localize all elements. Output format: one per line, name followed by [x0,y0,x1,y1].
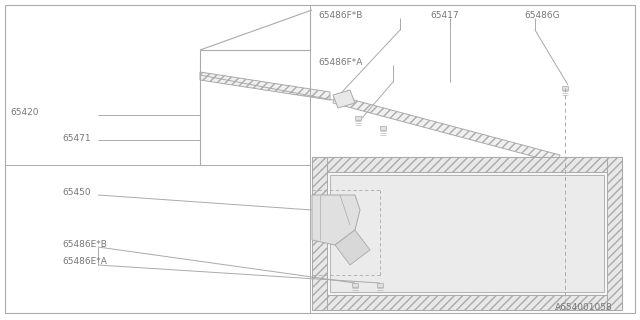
Bar [562,86,568,90]
Polygon shape [312,157,622,310]
Text: 65471: 65471 [62,133,91,142]
Text: 65486E*B: 65486E*B [62,239,107,249]
Text: 65486E*A: 65486E*A [62,258,107,267]
Text: 65486F*A: 65486F*A [318,58,362,67]
Polygon shape [333,90,355,108]
Polygon shape [312,195,360,245]
Text: 65420: 65420 [10,108,38,116]
Polygon shape [200,72,330,100]
Polygon shape [333,95,560,163]
Bar [377,283,383,287]
Polygon shape [335,230,370,265]
Polygon shape [312,295,622,310]
Text: 65486F*B: 65486F*B [318,11,362,20]
Polygon shape [312,157,622,172]
Bar [330,175,604,292]
Text: 65450: 65450 [62,188,91,196]
Polygon shape [312,157,327,310]
Bar [352,283,358,287]
Text: A654001058: A654001058 [555,303,612,313]
Text: 65486G: 65486G [524,11,559,20]
Bar [380,126,386,130]
Text: 65417: 65417 [430,11,459,20]
Bar [355,116,361,120]
Polygon shape [607,157,622,310]
